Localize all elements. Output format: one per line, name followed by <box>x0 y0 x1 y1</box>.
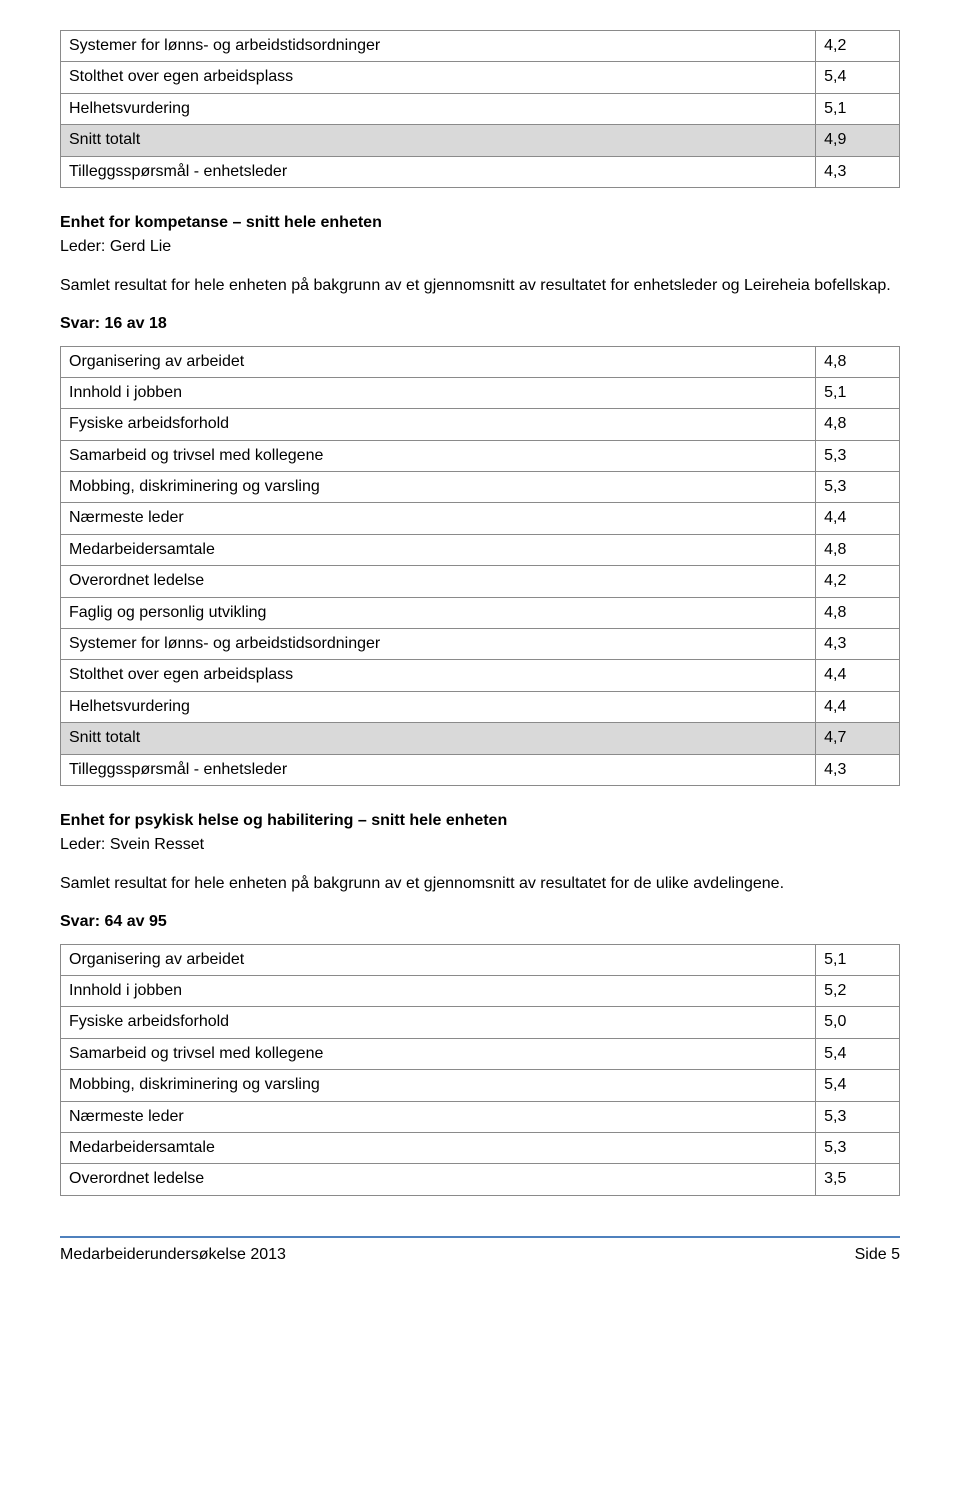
row-value: 4,8 <box>816 346 900 377</box>
table-psykisk: Organisering av arbeidet5,1Innhold i job… <box>60 944 900 1196</box>
row-value: 5,1 <box>816 377 900 408</box>
row-label: Stolthet over egen arbeidsplass <box>61 660 816 691</box>
row-label: Helhetsvurdering <box>61 691 816 722</box>
table-partial-top: Systemer for lønns- og arbeidstidsordnin… <box>60 30 900 188</box>
leader-line-kompetanse: Leder: Gerd Lie <box>60 236 900 258</box>
table-row: Overordnet ledelse3,5 <box>61 1164 900 1195</box>
table-row: Samarbeid og trivsel med kollegene5,4 <box>61 1038 900 1069</box>
row-value: 4,4 <box>816 660 900 691</box>
row-value: 5,3 <box>816 1101 900 1132</box>
row-value: 4,8 <box>816 534 900 565</box>
row-value: 4,8 <box>816 597 900 628</box>
row-label: Fysiske arbeidsforhold <box>61 409 816 440</box>
page-footer: Medarbeiderundersøkelse 2013 Side 5 <box>60 1244 900 1266</box>
row-label: Snitt totalt <box>61 723 816 754</box>
footer-right: Side 5 <box>855 1244 900 1266</box>
section-heading-kompetanse: Enhet for kompetanse – snitt hele enhete… <box>60 212 900 234</box>
table-row: Nærmeste leder5,3 <box>61 1101 900 1132</box>
table-row: Stolthet over egen arbeidsplass4,4 <box>61 660 900 691</box>
row-value: 3,5 <box>816 1164 900 1195</box>
row-value: 4,4 <box>816 691 900 722</box>
row-value: 5,0 <box>816 1007 900 1038</box>
row-label: Overordnet ledelse <box>61 1164 816 1195</box>
row-value: 4,3 <box>816 156 900 187</box>
row-value: 5,4 <box>816 1038 900 1069</box>
table-row: Mobbing, diskriminering og varsling5,4 <box>61 1070 900 1101</box>
row-label: Organisering av arbeidet <box>61 346 816 377</box>
table-row: Tilleggsspørsmål - enhetsleder4,3 <box>61 754 900 785</box>
row-value: 5,1 <box>816 93 900 124</box>
table-row: Samarbeid og trivsel med kollegene5,3 <box>61 440 900 471</box>
table-row: Helhetsvurdering5,1 <box>61 93 900 124</box>
row-value: 4,7 <box>816 723 900 754</box>
table-row: Systemer for lønns- og arbeidstidsordnin… <box>61 31 900 62</box>
table-row: Fysiske arbeidsforhold4,8 <box>61 409 900 440</box>
intro-paragraph-kompetanse: Samlet resultat for hele enheten på bakg… <box>60 275 900 297</box>
table-kompetanse: Organisering av arbeidet4,8Innhold i job… <box>60 346 900 786</box>
footer-left: Medarbeiderundersøkelse 2013 <box>60 1244 286 1266</box>
row-label: Overordnet ledelse <box>61 566 816 597</box>
row-value: 4,4 <box>816 503 900 534</box>
table-row: Innhold i jobben5,2 <box>61 975 900 1006</box>
intro-paragraph-psykisk: Samlet resultat for hele enheten på bakg… <box>60 873 900 895</box>
table-row: Stolthet over egen arbeidsplass5,4 <box>61 62 900 93</box>
row-value: 5,3 <box>816 472 900 503</box>
table-row: Helhetsvurdering4,4 <box>61 691 900 722</box>
table-row: Organisering av arbeidet4,8 <box>61 346 900 377</box>
row-label: Mobbing, diskriminering og varsling <box>61 1070 816 1101</box>
table-row: Innhold i jobben5,1 <box>61 377 900 408</box>
row-label: Organisering av arbeidet <box>61 944 816 975</box>
table-row: Snitt totalt4,7 <box>61 723 900 754</box>
row-value: 4,3 <box>816 629 900 660</box>
section-heading-psykisk: Enhet for psykisk helse og habilitering … <box>60 810 900 832</box>
table-row: Overordnet ledelse4,2 <box>61 566 900 597</box>
row-value: 5,3 <box>816 440 900 471</box>
row-label: Medarbeidersamtale <box>61 1132 816 1163</box>
row-value: 4,9 <box>816 125 900 156</box>
row-label: Systemer for lønns- og arbeidstidsordnin… <box>61 31 816 62</box>
row-label: Innhold i jobben <box>61 975 816 1006</box>
svar-line-kompetanse: Svar: 16 av 18 <box>60 313 900 335</box>
row-label: Nærmeste leder <box>61 1101 816 1132</box>
table-row: Faglig og personlig utvikling4,8 <box>61 597 900 628</box>
row-value: 4,2 <box>816 31 900 62</box>
table-row: Mobbing, diskriminering og varsling5,3 <box>61 472 900 503</box>
leader-line-psykisk: Leder: Svein Resset <box>60 834 900 856</box>
table-row: Medarbeidersamtale5,3 <box>61 1132 900 1163</box>
svar-line-psykisk: Svar: 64 av 95 <box>60 911 900 933</box>
row-label: Systemer for lønns- og arbeidstidsordnin… <box>61 629 816 660</box>
row-label: Tilleggsspørsmål - enhetsleder <box>61 156 816 187</box>
row-label: Samarbeid og trivsel med kollegene <box>61 1038 816 1069</box>
row-label: Stolthet over egen arbeidsplass <box>61 62 816 93</box>
table-row: Organisering av arbeidet5,1 <box>61 944 900 975</box>
row-label: Tilleggsspørsmål - enhetsleder <box>61 754 816 785</box>
row-value: 4,2 <box>816 566 900 597</box>
table-row: Fysiske arbeidsforhold5,0 <box>61 1007 900 1038</box>
row-label: Samarbeid og trivsel med kollegene <box>61 440 816 471</box>
row-label: Mobbing, diskriminering og varsling <box>61 472 816 503</box>
row-value: 5,2 <box>816 975 900 1006</box>
row-label: Faglig og personlig utvikling <box>61 597 816 628</box>
table-row: Systemer for lønns- og arbeidstidsordnin… <box>61 629 900 660</box>
table-row: Medarbeidersamtale4,8 <box>61 534 900 565</box>
row-label: Fysiske arbeidsforhold <box>61 1007 816 1038</box>
row-value: 5,1 <box>816 944 900 975</box>
row-value: 5,4 <box>816 62 900 93</box>
row-label: Helhetsvurdering <box>61 93 816 124</box>
row-label: Medarbeidersamtale <box>61 534 816 565</box>
row-label: Nærmeste leder <box>61 503 816 534</box>
row-value: 5,4 <box>816 1070 900 1101</box>
row-value: 4,8 <box>816 409 900 440</box>
table-row: Nærmeste leder4,4 <box>61 503 900 534</box>
footer-divider <box>60 1236 900 1238</box>
row-label: Snitt totalt <box>61 125 816 156</box>
row-value: 4,3 <box>816 754 900 785</box>
table-row: Tilleggsspørsmål - enhetsleder4,3 <box>61 156 900 187</box>
row-label: Innhold i jobben <box>61 377 816 408</box>
row-value: 5,3 <box>816 1132 900 1163</box>
table-row: Snitt totalt4,9 <box>61 125 900 156</box>
